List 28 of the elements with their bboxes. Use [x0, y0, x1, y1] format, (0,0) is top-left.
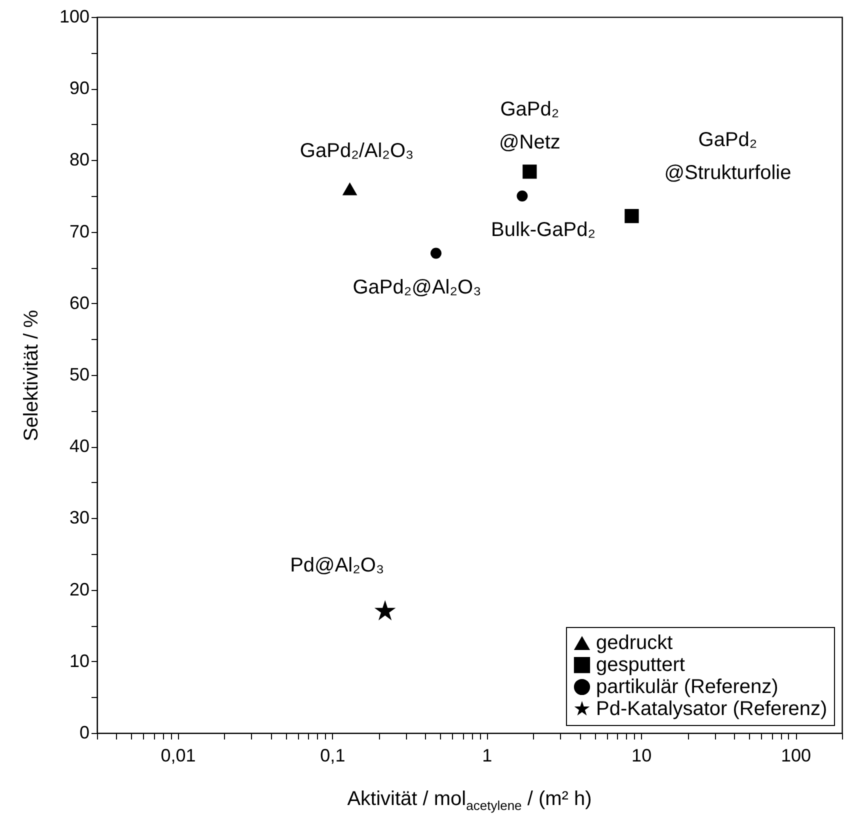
y-tick-label: 90 [69, 78, 90, 98]
annotation: GaPd₂/Al₂O₃ [300, 140, 414, 162]
y-tick-label: 30 [69, 508, 90, 528]
y-tick-label: 60 [69, 292, 90, 313]
y-axis-title: Selektivität / % [20, 310, 42, 442]
y-tick-label: 70 [69, 221, 90, 242]
x-tick-label: 10 [632, 746, 652, 766]
y-tick-label: 50 [69, 364, 90, 384]
x-axis-title: Aktivität / mol$_{acetylene}$ / (m² h) [346, 788, 593, 813]
legend-label: partikulär (Referenz) [596, 676, 778, 698]
legend-label: gesputtert [596, 654, 686, 676]
y-tick-label: 100 [59, 6, 90, 26]
annotation: Bulk-GaPd₂ [490, 219, 596, 241]
x-tick-label: 0,01 [160, 746, 196, 766]
y-tick-label: 20 [69, 579, 90, 600]
annotation: Pd@Al₂O₃ [290, 554, 384, 576]
x-tick-label: 0,1 [320, 746, 346, 766]
annotation: GaPd₂ @Strukturfolie [664, 129, 792, 184]
y-tick-label: 80 [69, 150, 90, 170]
annotation: GaPd₂@Al₂O₃ [352, 276, 482, 298]
y-tick-label: 10 [69, 650, 90, 671]
legend-label: gedruckt [596, 632, 674, 654]
x-tick-label: 1 [482, 746, 492, 766]
annotation: GaPd₂ @Netz [498, 98, 560, 154]
x-tick-label: 100 [780, 746, 812, 766]
y-tick-label: 0 [79, 722, 90, 742]
legend-label: Pd-Katalysator (Referenz) [596, 698, 828, 720]
y-tick-label: 40 [69, 436, 90, 456]
